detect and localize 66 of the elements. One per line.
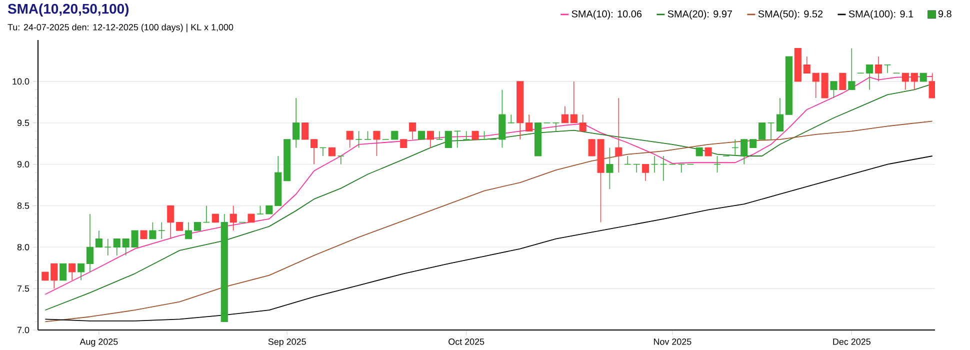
candlestick bbox=[230, 205, 237, 231]
legend-label: SMA(50): 9.52 bbox=[758, 10, 823, 20]
candlestick bbox=[526, 114, 533, 132]
legend-label: 9.8 bbox=[938, 10, 952, 18]
candlestick bbox=[848, 48, 856, 90]
candlestick bbox=[454, 130, 462, 148]
x-tick-label: Dec 2025 bbox=[833, 338, 870, 345]
candlestick bbox=[615, 98, 622, 173]
y-tick-label: 9.0 bbox=[17, 161, 30, 168]
candlestick bbox=[866, 64, 874, 90]
chart-subtitle: Tu: 24-07-2025 den: 12-12-2025 (100 days) | KL x 1,000 bbox=[8, 24, 234, 32]
candlestick bbox=[60, 263, 67, 281]
candlestick bbox=[570, 81, 578, 124]
candlestick bbox=[830, 81, 838, 98]
chart-title: SMA(10,20,50,100) bbox=[8, 3, 129, 16]
candlestick bbox=[50, 263, 58, 289]
candlestick bbox=[803, 56, 810, 74]
candlestick bbox=[839, 72, 846, 90]
candlestick bbox=[642, 164, 650, 182]
candlestick bbox=[95, 230, 102, 248]
candlestick bbox=[767, 122, 775, 140]
candlestick bbox=[758, 122, 766, 140]
candlestick bbox=[158, 222, 166, 240]
candlestick bbox=[68, 263, 76, 281]
candlestick bbox=[310, 139, 318, 165]
candlestick bbox=[776, 98, 784, 132]
candlestick bbox=[77, 263, 85, 281]
candlestick bbox=[606, 147, 614, 190]
candlestick bbox=[167, 205, 174, 240]
legend-label: SMA(100): 9.1 bbox=[848, 10, 914, 20]
candlestick bbox=[436, 130, 444, 140]
candlestick bbox=[86, 214, 94, 272]
legend-label: SMA(20): 9.97 bbox=[668, 10, 732, 20]
candlestick bbox=[409, 122, 416, 140]
candlestick bbox=[444, 130, 452, 148]
candlestick bbox=[579, 114, 586, 132]
x-tick-label: Nov 2025 bbox=[654, 338, 692, 345]
y-tick-label: 8.5 bbox=[17, 202, 30, 209]
candlestick bbox=[104, 238, 112, 256]
y-tick-label: 9.5 bbox=[17, 120, 30, 126]
candlestick bbox=[337, 156, 345, 165]
x-tick-label: Aug 2025 bbox=[80, 338, 118, 347]
candlestick bbox=[910, 72, 918, 90]
candlestick bbox=[426, 130, 434, 148]
candlestick bbox=[346, 130, 354, 148]
candlestick bbox=[552, 122, 560, 132]
candlestick bbox=[884, 64, 892, 74]
candlestick bbox=[292, 98, 300, 148]
candlestick bbox=[355, 130, 362, 148]
x-tick-label: Oct 2025 bbox=[448, 338, 484, 345]
x-tick-label: Sep 2025 bbox=[268, 338, 306, 347]
legend-label: SMA(10): 10.06 bbox=[572, 10, 642, 20]
candlestick bbox=[185, 222, 192, 240]
candlestick bbox=[373, 130, 380, 156]
y-tick-label: 7.5 bbox=[17, 285, 30, 292]
candlestick bbox=[561, 106, 568, 124]
candlestick bbox=[902, 72, 909, 90]
candlestick bbox=[740, 139, 748, 165]
candlestick bbox=[113, 238, 120, 256]
y-tick-label: 7.0 bbox=[17, 326, 30, 334]
candlestick bbox=[508, 114, 515, 124]
y-tick-label: 10.0 bbox=[12, 78, 30, 85]
candlestick bbox=[875, 56, 882, 82]
y-tick-label: 8.0 bbox=[17, 244, 30, 250]
candlestick bbox=[302, 122, 309, 140]
candlestick bbox=[149, 222, 156, 240]
